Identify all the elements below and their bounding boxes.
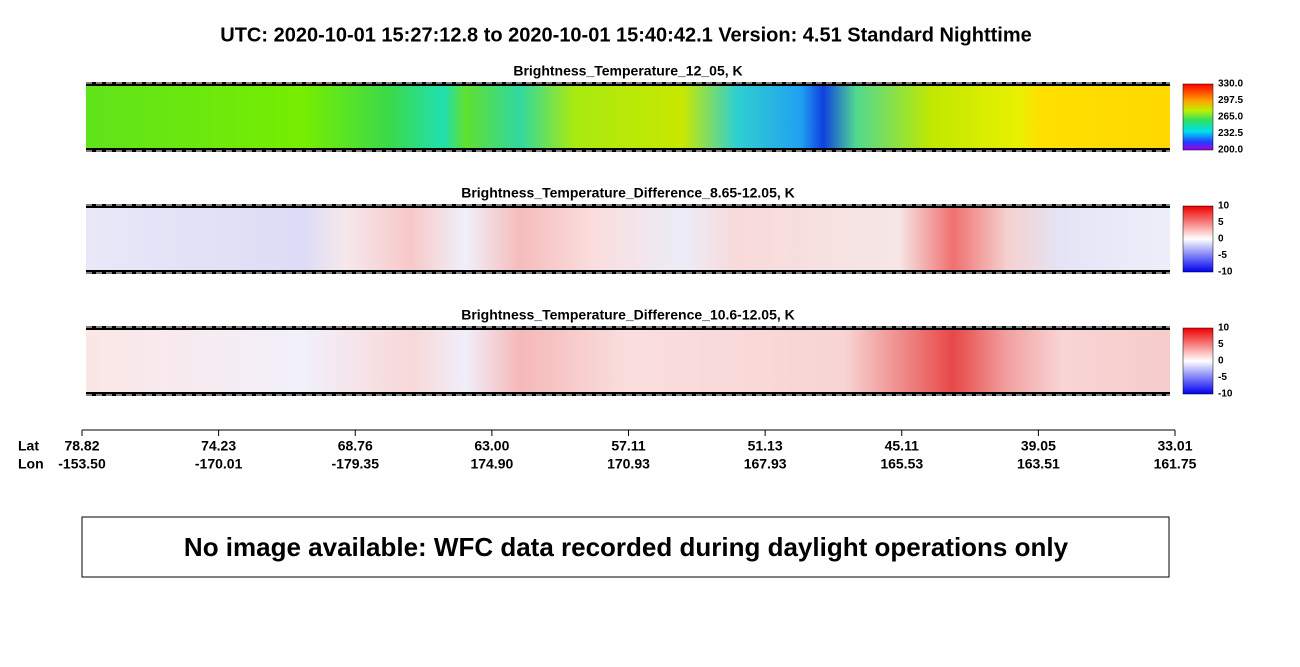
lon-label: -153.50 <box>58 456 106 472</box>
colorbar-tick-label: 10 <box>1218 323 1230 334</box>
colorbar-tick-label: 265.0 <box>1218 112 1243 123</box>
lat-label: 57.11 <box>611 438 645 454</box>
lon-label: 165.53 <box>880 456 923 472</box>
lon-label: -170.01 <box>195 456 243 472</box>
colorbar-tick-label: 200.0 <box>1218 145 1243 156</box>
page-title: UTC: 2020-10-01 15:27:12.8 to 2020-10-01… <box>220 24 1031 46</box>
image-strip <box>86 328 1170 394</box>
colorbar-tick-label: 330.0 <box>1218 79 1243 90</box>
axis-row-label: Lon <box>18 456 44 472</box>
image-strip <box>86 84 1170 150</box>
lon-label: 163.51 <box>1017 456 1060 472</box>
notice: No image available: WFC data recorded du… <box>184 532 1069 562</box>
colorbar-tick-label: 0 <box>1218 234 1224 245</box>
lat-label: 68.76 <box>338 438 373 454</box>
colorbar-tick-label: 10 <box>1218 201 1230 212</box>
lon-label: 174.90 <box>470 456 513 472</box>
lon-label: 161.75 <box>1154 456 1197 472</box>
image-strip <box>86 206 1170 272</box>
colorbar <box>1182 327 1214 395</box>
lat-label: 39.05 <box>1021 438 1056 454</box>
colorbar-tick-label: -5 <box>1218 250 1227 261</box>
colorbar-tick-label: -10 <box>1218 389 1233 400</box>
lat-label: 78.82 <box>64 438 99 454</box>
colorbar <box>1182 83 1214 151</box>
lat-label: 74.23 <box>201 438 236 454</box>
lon-label: 167.93 <box>744 456 787 472</box>
colorbar-tick-label: 297.5 <box>1218 95 1243 106</box>
colorbar-tick-label: 5 <box>1218 217 1224 228</box>
notice-box <box>81 516 1170 578</box>
lon-label: -179.35 <box>332 456 380 472</box>
lat-label: 45.11 <box>885 438 919 454</box>
lat-label: 63.00 <box>474 438 509 454</box>
colorbar-tick-label: 0 <box>1218 356 1224 367</box>
axis-row-label: Lat <box>18 438 39 454</box>
panel-title: Brightness_Temperature_12_05, K <box>513 63 742 79</box>
lon-label: 170.93 <box>607 456 650 472</box>
colorbar-tick-label: 5 <box>1218 339 1224 350</box>
lat-label: 51.13 <box>748 438 783 454</box>
panel-title: Brightness_Temperature_Difference_8.65-1… <box>461 185 795 201</box>
colorbar-tick-label: 232.5 <box>1218 128 1243 139</box>
lat-label: 33.01 <box>1157 438 1192 454</box>
panel-title: Brightness_Temperature_Difference_10.6-1… <box>461 307 795 323</box>
colorbar-tick-label: -10 <box>1218 267 1233 278</box>
colorbar-tick-label: -5 <box>1218 372 1227 383</box>
colorbar <box>1182 205 1214 273</box>
